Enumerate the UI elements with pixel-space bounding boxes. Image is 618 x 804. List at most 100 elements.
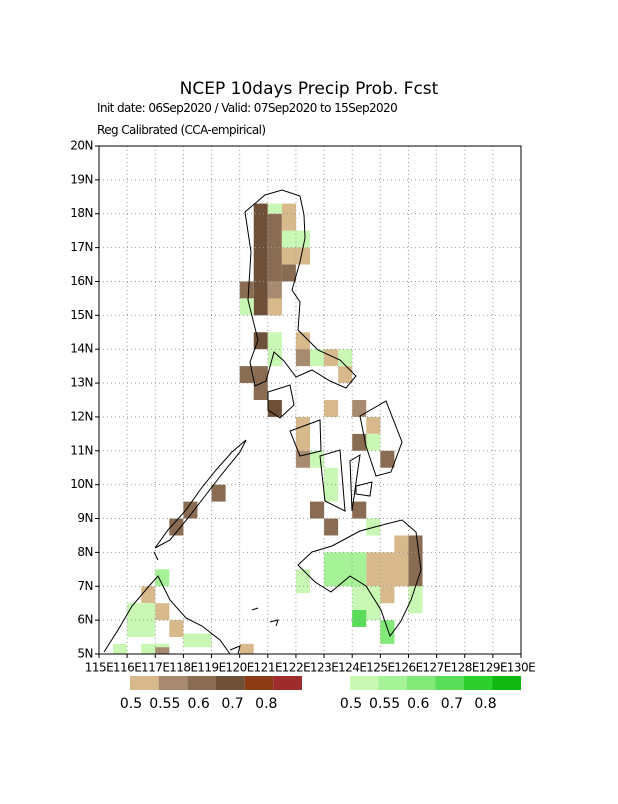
lon-label: 127E: [422, 661, 451, 675]
lat-label: 19N: [70, 172, 93, 186]
lon-label: 126E: [394, 661, 423, 675]
prob-cell: [141, 586, 156, 604]
lon-label: 129E: [479, 661, 508, 675]
prob-cell: [352, 501, 367, 519]
lat-label: 20N: [70, 139, 93, 153]
prob-cell: [295, 569, 310, 594]
prob-cell: [380, 450, 395, 468]
lon-label: 119E: [197, 661, 226, 675]
prob-cell: [267, 332, 282, 367]
prob-cell: [366, 416, 381, 434]
mindoro: [267, 384, 295, 419]
prob-cell: [183, 633, 212, 648]
lon-label: 116E: [113, 661, 142, 675]
prob-cell: [394, 535, 409, 553]
legend-swatch: [273, 676, 302, 690]
negros: [319, 449, 346, 512]
prob-cell: [169, 518, 184, 536]
prob-cell: [267, 203, 282, 214]
legend-label: 0.5: [340, 696, 362, 712]
prob-cell: [408, 586, 423, 614]
prob-cell: [239, 643, 254, 654]
lon-label: 124E: [338, 661, 367, 675]
mindanao: [297, 519, 422, 638]
prob-cell: [324, 518, 339, 536]
prob-cell: [324, 400, 339, 417]
axes: 5N 6N 7N 8N 9N 10N 11N 12N 13N 14N 15N 16N 17N 18N 19N…: [70, 139, 536, 675]
lat-label: 5N: [77, 647, 93, 661]
legend-label: 0.7: [221, 696, 243, 712]
prob-cell: [366, 433, 381, 451]
legend-label: 0.8: [255, 696, 277, 712]
lon-label: 118E: [169, 661, 198, 675]
lon-label: 125E: [366, 661, 395, 675]
lat-label: 9N: [77, 511, 93, 525]
lon-label: 120E: [225, 661, 254, 675]
legend-swatch: [350, 676, 379, 690]
legend-label: 0.55: [149, 696, 180, 712]
prob-cell: [295, 416, 310, 451]
prob-cell: [295, 349, 310, 367]
legend-swatch: [378, 676, 407, 690]
sulu-islets: [153, 551, 279, 655]
lon-label: 122E: [282, 661, 311, 675]
legend-swatch: [492, 676, 521, 690]
lat-label: 7N: [77, 579, 93, 593]
palawan: [154, 439, 247, 549]
title: NCEP 10days Precip Prob. Fcst: [180, 79, 439, 99]
prob-cell: [253, 203, 268, 316]
lat-label: 17N: [70, 240, 93, 254]
lat-label: 12N: [70, 409, 93, 423]
prob-cell: [352, 400, 367, 417]
prob-cell: [155, 647, 170, 654]
prob-cell: [380, 620, 395, 644]
lat-label: 8N: [77, 545, 93, 559]
legend-label: 0.6: [188, 696, 210, 712]
lon-label: 130E: [507, 661, 536, 675]
prob-cell: [295, 450, 310, 468]
legend-label: 0.6: [407, 696, 429, 712]
legend-label: 0.8: [474, 696, 496, 712]
prob-cell: [169, 620, 184, 638]
probability-cells: [113, 203, 423, 654]
prob-cell: [352, 433, 367, 451]
legend-swatch: [187, 676, 216, 690]
subtitle: Init date: 06Sep2020 / Valid: 07Sep2020 …: [97, 101, 397, 115]
legend-label: 0.7: [441, 696, 463, 712]
legend-swatch: [130, 676, 159, 690]
prob-cell: [310, 349, 325, 367]
grid: [99, 146, 521, 654]
lon-label: 128E: [450, 661, 479, 675]
prob-cell: [183, 501, 198, 519]
cebu-bohol: [349, 454, 373, 512]
lat-label: 16N: [70, 274, 93, 288]
prob-cell: [211, 484, 226, 502]
lon-label: 117E: [141, 661, 170, 675]
legend-label: 0.5: [120, 696, 142, 712]
legend-swatch: [435, 676, 464, 690]
prob-cell: [324, 349, 339, 367]
legend-label: 0.55: [369, 696, 400, 712]
legend: 0.5 0.55 0.6 0.7 0.8 0.5 0.55 0.6 0.7 0.8: [120, 676, 521, 712]
map-frame: [98, 145, 522, 655]
luzon: [244, 189, 357, 389]
lat-label: 14N: [70, 342, 93, 356]
lat-label: 6N: [77, 613, 93, 627]
lat-label: 10N: [70, 477, 93, 491]
lon-label: 115E: [85, 661, 114, 675]
prob-cell: [239, 298, 254, 316]
lat-label: 11N: [70, 443, 93, 457]
prob-cell: [281, 230, 310, 248]
legend-swatch: [407, 676, 436, 690]
lon-label: 123E: [310, 661, 339, 675]
prob-cell: [380, 586, 395, 604]
prob-cell: [239, 281, 254, 299]
prob-cell: [338, 366, 353, 384]
prob-cell: [239, 366, 254, 384]
prob-cell: [352, 609, 367, 627]
prob-cell: [281, 247, 310, 265]
prob-cell: [267, 213, 282, 282]
prob-cell: [267, 298, 282, 316]
lon-label: 121E: [254, 661, 283, 675]
